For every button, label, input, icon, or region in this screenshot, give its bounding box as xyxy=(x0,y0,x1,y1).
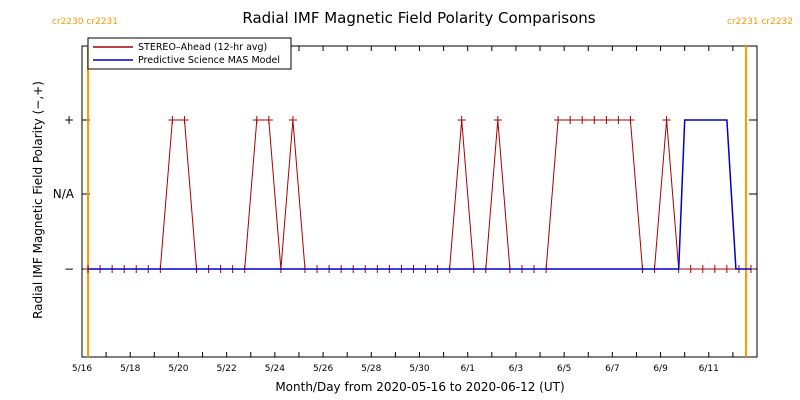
stereo-data-point xyxy=(264,116,273,124)
x-tick-label: 6/5 xyxy=(557,364,571,374)
x-tick-label: 6/9 xyxy=(653,364,668,374)
stereo-data-point xyxy=(578,116,587,124)
stereo-data-point xyxy=(180,116,189,124)
stereo-data-point xyxy=(662,116,671,124)
x-tick-label: 5/24 xyxy=(265,364,285,374)
x-axis-label: Month/Day from 2020-05-16 to 2020-06-12 … xyxy=(275,380,564,394)
carrington-label-left: cr2230 cr2231 xyxy=(52,17,118,27)
legend-label-model: Predictive Science MAS Model xyxy=(138,55,280,66)
stereo-data-point xyxy=(168,116,177,124)
x-axis: 5/16 5/18 5/20 5/22 5/24 5/26 5/28 5/30 6/1 6/3 6/… xyxy=(72,46,758,374)
series-layer xyxy=(84,116,755,273)
stereo-data-point xyxy=(602,116,611,124)
stereo-data-point xyxy=(566,116,575,124)
x-tick-label: 5/18 xyxy=(120,364,140,374)
stereo-data-point xyxy=(710,265,719,273)
stereo-data-point xyxy=(590,116,599,124)
x-tick-label: 6/3 xyxy=(509,364,523,374)
y-tick-label: N/A xyxy=(53,187,75,201)
x-tick-label: 5/28 xyxy=(361,364,381,374)
stereo-data-point xyxy=(493,116,502,124)
y-tick-label: + xyxy=(64,113,74,127)
carrington-label-right: cr2231 cr2232 xyxy=(727,17,793,27)
legend-box xyxy=(87,37,292,70)
stereo-data-point xyxy=(626,116,635,124)
x-tick-label: 6/1 xyxy=(460,364,474,374)
x-tick-label: 5/20 xyxy=(168,364,188,374)
stereo-data-point xyxy=(252,116,261,124)
x-tick-label: 6/11 xyxy=(699,364,719,374)
chart-title: Radial IMF Magnetic Field Polarity Compa… xyxy=(242,9,595,27)
stereo-data-point xyxy=(554,116,563,124)
legend: STEREO–Ahead (12-hr avg) Predictive Scie… xyxy=(87,37,292,70)
stereo-data-point xyxy=(288,116,297,124)
x-tick-label: 5/22 xyxy=(217,364,237,374)
y-axis: − N/A + xyxy=(53,113,757,276)
legend-label-stereo: STEREO–Ahead (12-hr avg) xyxy=(138,42,267,53)
stereo-series-line xyxy=(88,119,751,270)
x-tick-label: 6/7 xyxy=(605,364,619,374)
plot-frame xyxy=(81,45,758,358)
y-axis-label: Radial IMF Magnetic Field Polarity (−,+) xyxy=(31,81,45,319)
x-tick-label: 5/16 xyxy=(72,364,92,374)
stereo-data-point xyxy=(698,265,707,273)
x-tick-label: 5/30 xyxy=(409,364,429,374)
stereo-data-point xyxy=(686,265,695,273)
x-tick-label: 5/26 xyxy=(313,364,333,374)
stereo-data-point xyxy=(614,116,623,124)
model-series-line xyxy=(88,119,751,270)
y-tick-label: − xyxy=(64,262,74,276)
stereo-data-point xyxy=(722,265,731,273)
carrington-rotation-lines xyxy=(87,46,747,357)
stereo-data-point xyxy=(457,116,466,124)
